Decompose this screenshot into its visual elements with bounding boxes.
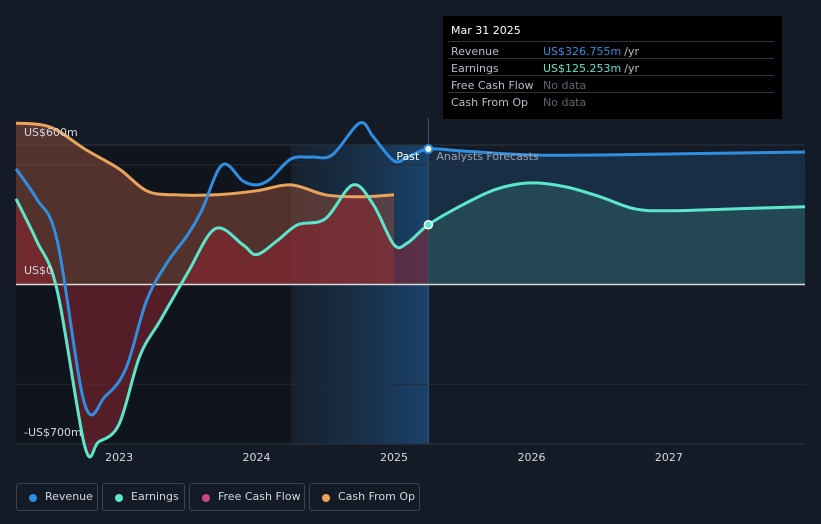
legend-dot-free-cash-flow (202, 494, 210, 502)
area-earnings-forecast (428, 182, 805, 285)
tooltip-unit: /yr (624, 62, 639, 75)
y-axis-label-bottom: -US$700m (24, 426, 82, 439)
tooltip-label: Cash From Op (451, 96, 529, 109)
past-label: Past (396, 150, 420, 163)
legend-item-free-cash-flow[interactable]: Free Cash Flow (189, 483, 305, 511)
line-revenue (14, 121, 806, 417)
legend-dot-revenue (29, 494, 37, 502)
tooltip-value: US$125.253m/yr (543, 62, 639, 75)
tooltip-value-text: US$326.755m (543, 45, 622, 58)
tooltip-row-free-cash-flow: Free Cash Flow No data (448, 75, 774, 93)
y-axis-label-top: US$600m (24, 126, 78, 139)
legend-label: Earnings (131, 490, 179, 503)
tooltip-value: No data (543, 79, 589, 92)
legend-item-cash-from-op[interactable]: Cash From Op (309, 483, 420, 511)
tooltip-unit: /yr (624, 45, 639, 58)
legend-label: Cash From Op (338, 490, 416, 503)
area-earnings-past (16, 184, 429, 457)
tooltip-label: Revenue (451, 45, 499, 58)
x-tick-label: 2024 (243, 451, 271, 464)
legend-label: Free Cash Flow (218, 490, 301, 503)
point-revenue-marker (423, 143, 434, 154)
forecast-label: Analysts Forecasts (436, 150, 539, 163)
legend-label: Revenue (45, 490, 93, 503)
tooltip-value-text: No data (543, 79, 587, 92)
line-cash-from-op (15, 121, 395, 199)
point-earnings-marker (423, 219, 434, 230)
legend-item-revenue[interactable]: Revenue (16, 483, 98, 511)
x-tick-label: 2026 (517, 451, 545, 464)
legend-dot-earnings (115, 494, 123, 502)
y-axis-label-zero: US$0 (24, 264, 53, 277)
tooltip-value-text: No data (543, 96, 587, 109)
tooltip-value: No data (543, 96, 589, 109)
legend-dot-cash-from-op (322, 494, 330, 502)
tooltip-row-earnings: Earnings US$125.253m/yr (448, 58, 774, 76)
legend-item-earnings[interactable]: Earnings (102, 483, 185, 511)
tooltip-label: Free Cash Flow (451, 79, 534, 92)
x-tick-label: 2023 (105, 451, 133, 464)
tooltip-row-revenue: Revenue US$326.755m/yr (448, 41, 774, 59)
tooltip-value: US$326.755m/yr (543, 45, 639, 58)
tooltip-value-text: US$125.253m (543, 62, 622, 75)
tooltip-date: Mar 31 2025 (451, 24, 521, 37)
line-earnings (14, 181, 806, 459)
tooltip-panel: Mar 31 2025 Revenue US$326.755m/yr Earni… (443, 16, 782, 119)
tooltip-row-cash-from-op: Cash From Op No data (448, 92, 774, 110)
x-tick-label: 2025 (380, 451, 408, 464)
tooltip-label: Earnings (451, 62, 499, 75)
x-tick-label: 2027 (655, 451, 683, 464)
